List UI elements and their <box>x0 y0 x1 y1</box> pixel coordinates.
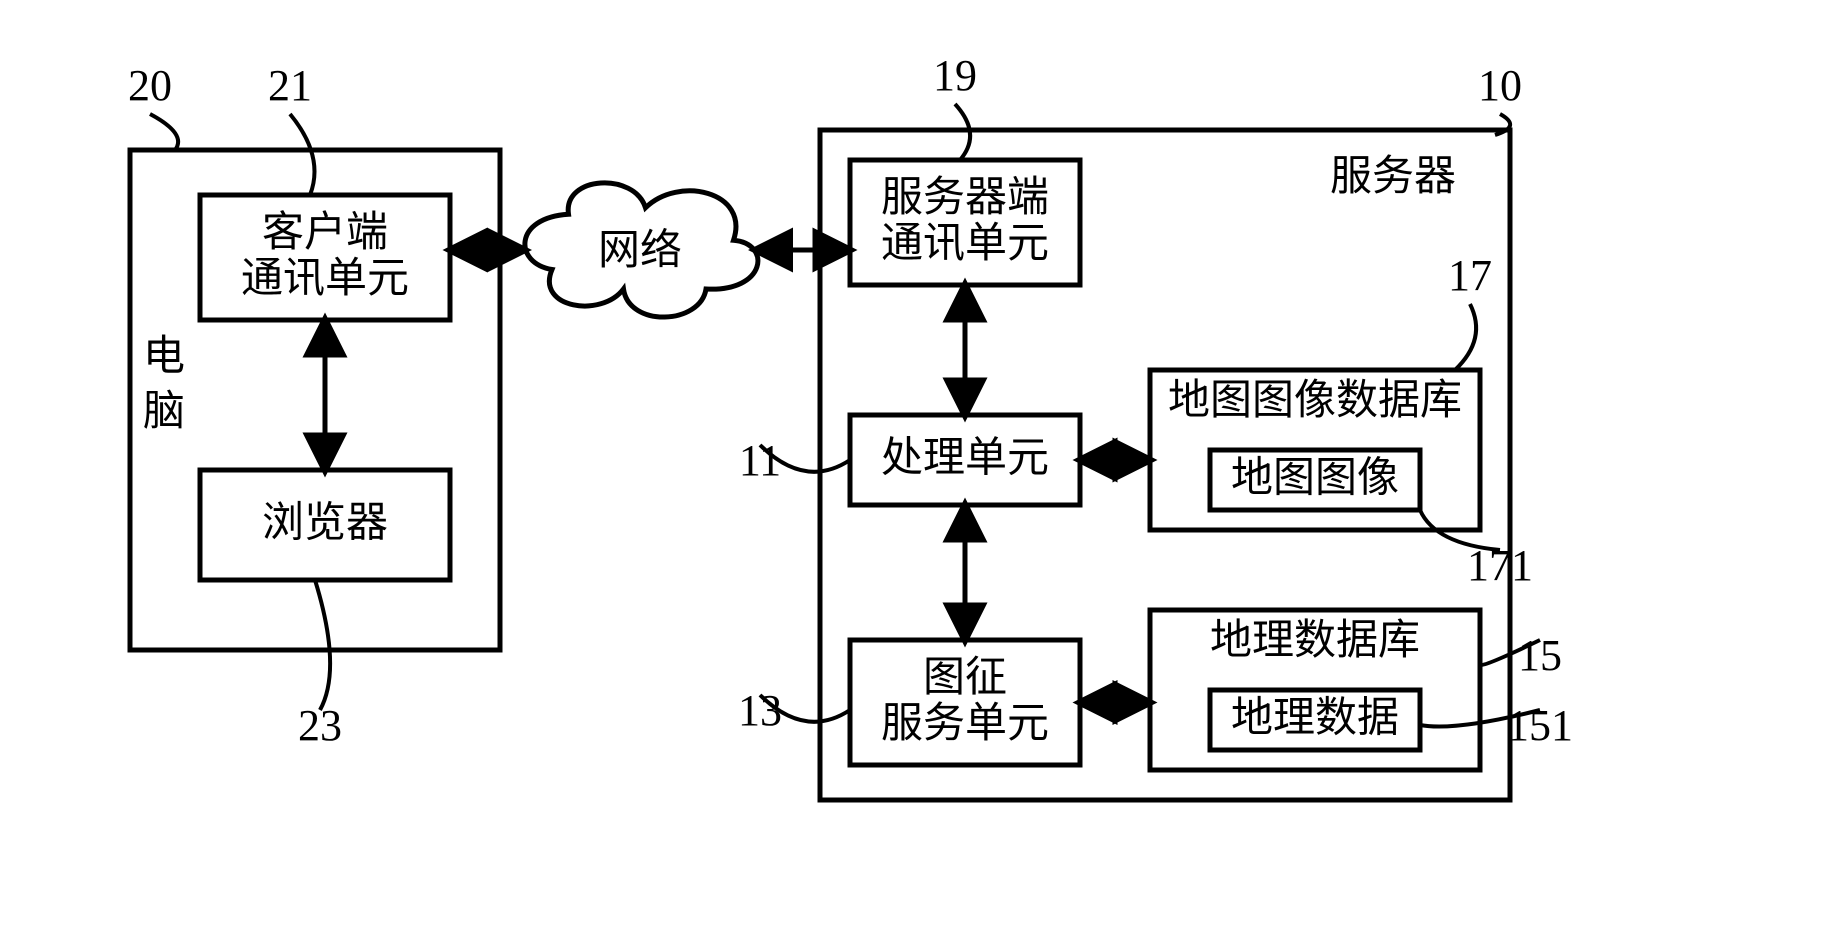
leader-23 <box>315 580 330 710</box>
server_comm-label: 通讯单元 <box>881 221 1049 267</box>
computer-label: 电 <box>143 334 185 380</box>
refnum-15: 15 <box>1518 631 1562 680</box>
refnum-151: 151 <box>1507 701 1573 750</box>
server-label: 服务器 <box>1330 154 1456 200</box>
geo_data-label: 地理数据 <box>1231 696 1399 742</box>
refnum-17: 17 <box>1448 251 1492 300</box>
computer-label: 脑 <box>143 389 185 435</box>
leader-20 <box>150 114 178 150</box>
map_img_db-label: 地图图像数据库 <box>1168 378 1462 424</box>
server_comm-label: 服务器端 <box>881 175 1049 221</box>
refnum-21: 21 <box>268 61 312 110</box>
processing-label: 处理单元 <box>881 436 1049 482</box>
client_comm-label: 客户端 <box>262 209 388 256</box>
geo_db-label: 地理数据库 <box>1210 618 1420 664</box>
leader-21 <box>290 114 315 195</box>
feature_svc-label: 服务单元 <box>881 701 1049 747</box>
browser-label: 浏览器 <box>262 501 388 547</box>
map_img-label: 地图图像 <box>1231 456 1399 502</box>
network-label: 网络 <box>598 227 682 274</box>
feature_svc-label: 图征 <box>923 655 1007 701</box>
client_comm-label: 通讯单元 <box>241 256 409 302</box>
leader-17 <box>1455 304 1476 370</box>
refnum-20: 20 <box>128 61 172 110</box>
refnum-11: 11 <box>739 436 781 485</box>
refnum-10: 10 <box>1478 61 1522 110</box>
refnum-19: 19 <box>933 51 977 100</box>
